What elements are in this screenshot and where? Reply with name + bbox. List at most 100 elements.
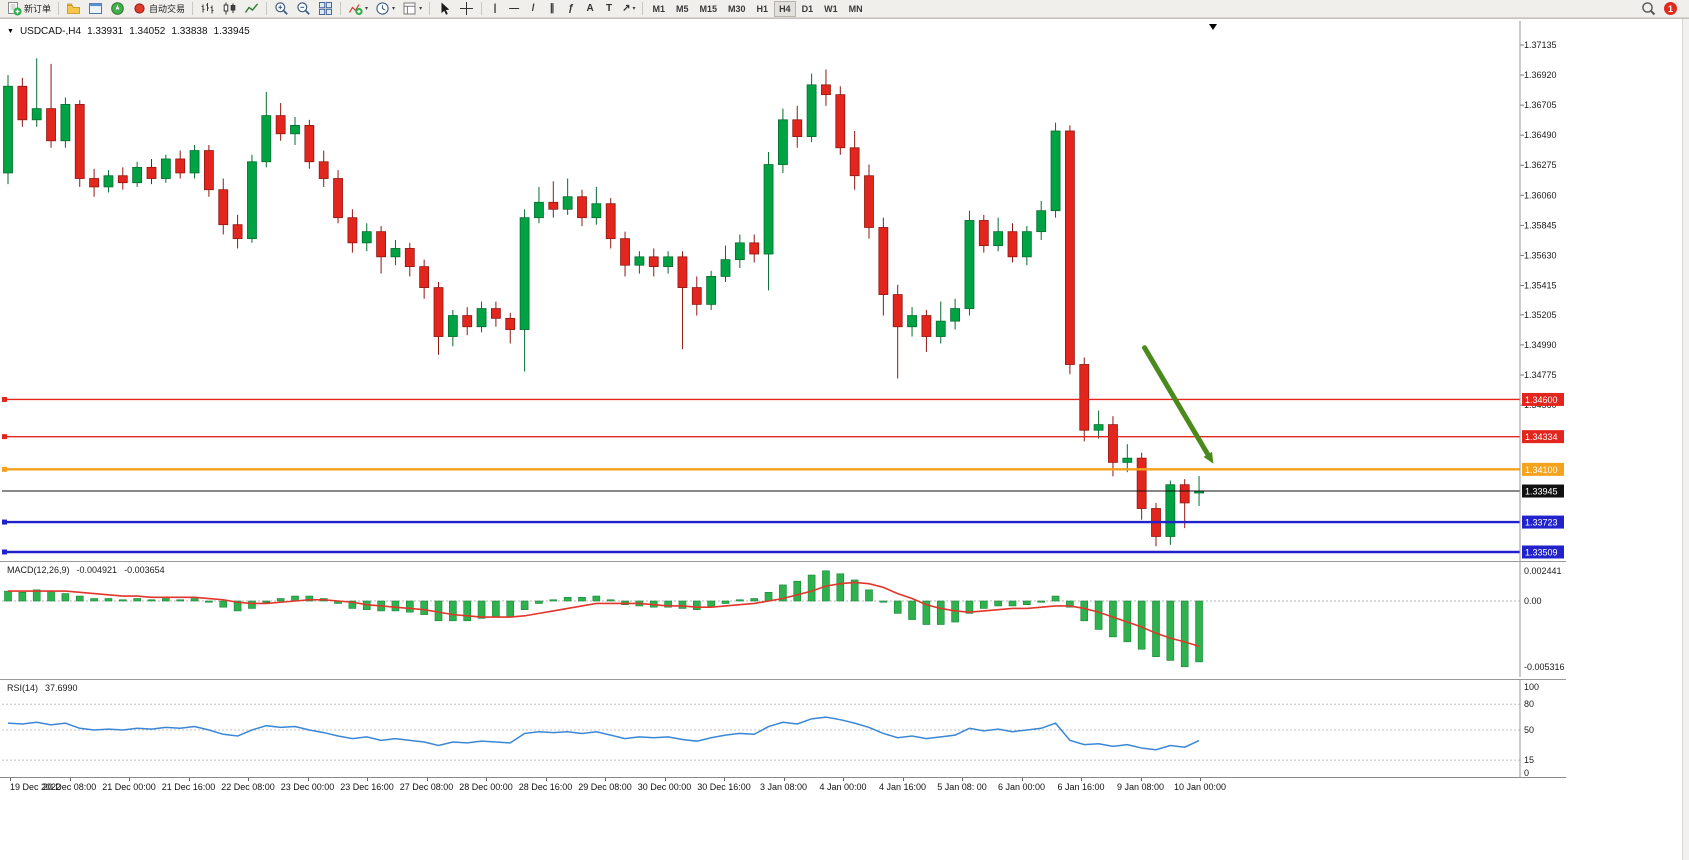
navigator-button[interactable] bbox=[107, 1, 128, 17]
candle bbox=[146, 166, 157, 179]
timeframe-button-D1[interactable]: D1 bbox=[801, 3, 814, 14]
toolbar-separator bbox=[642, 2, 644, 15]
line-handle[interactable] bbox=[2, 434, 7, 440]
dropdown-caret-icon: ▾ bbox=[365, 6, 369, 12]
notification-badge[interactable]: 1 bbox=[1664, 2, 1677, 15]
macd-histogram-bar bbox=[133, 598, 141, 602]
timeframe-button-MN[interactable]: MN bbox=[848, 3, 863, 14]
trendline-tool-button[interactable]: / bbox=[524, 1, 542, 17]
macd-axis-label: 0.00 bbox=[1524, 596, 1542, 606]
periods-button[interactable]: ▾ bbox=[372, 1, 398, 17]
macd-histogram-bar bbox=[449, 600, 457, 622]
label-tool-button[interactable]: T bbox=[600, 1, 618, 17]
record-icon bbox=[132, 1, 147, 16]
channel-tool-button[interactable]: ∥ bbox=[543, 1, 561, 17]
macd-histogram-bar bbox=[506, 600, 515, 618]
fibonacci-tool-button[interactable]: ƒ bbox=[562, 1, 580, 17]
timeframe-button-M15[interactable]: M15 bbox=[699, 3, 718, 14]
macd-histogram-bar bbox=[147, 599, 156, 602]
zoom-out-button[interactable] bbox=[293, 1, 314, 17]
time-axis[interactable]: 19 Dec 2022 20 Dec 08:00 21 Dec 00:00 21 De… bbox=[0, 777, 1566, 799]
market-watch-button[interactable] bbox=[63, 1, 84, 17]
arrows-tool-button[interactable]: ↗ ▾ bbox=[619, 1, 638, 17]
timeframe-button-M30[interactable]: M30 bbox=[728, 3, 746, 14]
macd-panel[interactable]: 0.002441 0.00 -0.005316 bbox=[0, 561, 1689, 677]
timeframe-button-M5[interactable]: M5 bbox=[676, 3, 689, 14]
new-order-button[interactable]: 新订单 bbox=[4, 1, 54, 17]
toolbar-separator bbox=[58, 2, 60, 15]
time-axis-label: 21 Dec 16:00 bbox=[161, 782, 216, 792]
autotrading-button[interactable]: 自动交易 bbox=[129, 1, 188, 17]
price-axis-label: 1.35415 bbox=[1524, 280, 1557, 290]
line-handle[interactable] bbox=[2, 519, 7, 525]
price-chart[interactable]: 1.37135 1.36920 1.36705 1.36490 1.36275 1.360… bbox=[0, 21, 1689, 561]
toolbar-separator bbox=[429, 2, 431, 15]
bar-chart-button[interactable] bbox=[197, 1, 218, 17]
candle bbox=[892, 294, 903, 328]
line-handle[interactable] bbox=[2, 549, 7, 555]
chart-collapse-icon[interactable]: ▼ bbox=[7, 28, 14, 35]
chart-high-value: 1.34052 bbox=[129, 26, 166, 37]
price-badge-label: 1.33945 bbox=[1525, 487, 1558, 497]
candle bbox=[318, 161, 329, 179]
timeframe-button-W1[interactable]: W1 bbox=[824, 3, 838, 14]
hline-tool-button[interactable]: — bbox=[505, 1, 523, 17]
candle bbox=[778, 119, 788, 165]
time-axis-tick bbox=[426, 778, 428, 781]
toolbar: 新订单 自动交易 ▾ ▾ ▾ | — / ∥ ƒ A T ↗ ▾ M1 M5 M15 M30 H1 H4 D1 W1 MN … bbox=[0, 0, 1689, 18]
cursor-button[interactable] bbox=[434, 1, 455, 17]
time-axis-label: 10 Jan 00:00 bbox=[1173, 782, 1227, 792]
candle bbox=[534, 201, 544, 219]
price-axis-label: 1.34775 bbox=[1524, 370, 1557, 380]
zoom-in-button[interactable] bbox=[271, 1, 292, 17]
vline-tool-button[interactable]: | bbox=[486, 1, 504, 17]
rsi-name: RSI(14) bbox=[7, 683, 39, 693]
toolbar-separator bbox=[340, 2, 342, 15]
time-axis-label: 6 Jan 00:00 bbox=[997, 782, 1046, 792]
rsi-panel[interactable]: 100 80 50 15 0 bbox=[0, 679, 1689, 777]
search-icon[interactable] bbox=[1641, 1, 1656, 16]
candle bbox=[907, 315, 917, 328]
time-axis-label: 21 Dec 00:00 bbox=[102, 782, 156, 792]
template-icon bbox=[402, 1, 417, 16]
tile-windows-button[interactable] bbox=[315, 1, 336, 17]
crosshair-button[interactable] bbox=[456, 1, 477, 17]
time-axis-tick bbox=[486, 778, 487, 781]
candle bbox=[864, 175, 874, 228]
tile-icon bbox=[318, 1, 333, 16]
rsi-axis-label: 15 bbox=[1524, 755, 1534, 765]
macd-histogram-bar bbox=[836, 573, 845, 602]
line-handle[interactable] bbox=[2, 466, 7, 472]
candle bbox=[419, 266, 430, 288]
candle bbox=[1165, 484, 1176, 537]
templates-button[interactable]: ▾ bbox=[399, 1, 425, 17]
candle bbox=[1122, 457, 1133, 463]
candle bbox=[792, 119, 803, 137]
rsi-axis-label: 100 bbox=[1524, 682, 1539, 692]
timeframe-button-H1[interactable]: H1 bbox=[756, 3, 769, 14]
candle bbox=[835, 94, 846, 149]
macd-histogram-bar bbox=[965, 600, 974, 614]
timeframe-button-M1[interactable]: M1 bbox=[652, 3, 665, 14]
rsi-axis-label: 50 bbox=[1524, 725, 1534, 735]
chart-shift-marker[interactable] bbox=[1209, 24, 1217, 30]
timeframe-button-H4[interactable]: H4 bbox=[774, 0, 796, 17]
macd-histogram-bar bbox=[606, 599, 615, 602]
vertical-scrollbar[interactable] bbox=[1682, 19, 1689, 860]
trend-arrow-head[interactable] bbox=[1203, 451, 1214, 464]
line-chart-button[interactable] bbox=[241, 1, 262, 17]
chart-window[interactable]: 1.37135 1.36920 1.36705 1.36490 1.36275 1.360… bbox=[0, 18, 1689, 860]
data-window-button[interactable] bbox=[85, 1, 106, 17]
trend-arrow-annotation[interactable] bbox=[1142, 345, 1212, 460]
candle-chart-button[interactable] bbox=[219, 1, 240, 17]
line-handle[interactable] bbox=[2, 396, 7, 402]
candle bbox=[935, 320, 946, 337]
time-axis-tick bbox=[129, 778, 130, 781]
macd-histogram-bar bbox=[535, 600, 543, 604]
candle bbox=[1050, 130, 1061, 212]
indicators-button[interactable]: ▾ bbox=[345, 1, 371, 17]
price-badge-label: 1.34100 bbox=[1525, 465, 1558, 475]
candle bbox=[46, 108, 56, 142]
text-tool-button[interactable]: A bbox=[581, 1, 599, 17]
rsi-value: 37.6990 bbox=[45, 683, 78, 693]
